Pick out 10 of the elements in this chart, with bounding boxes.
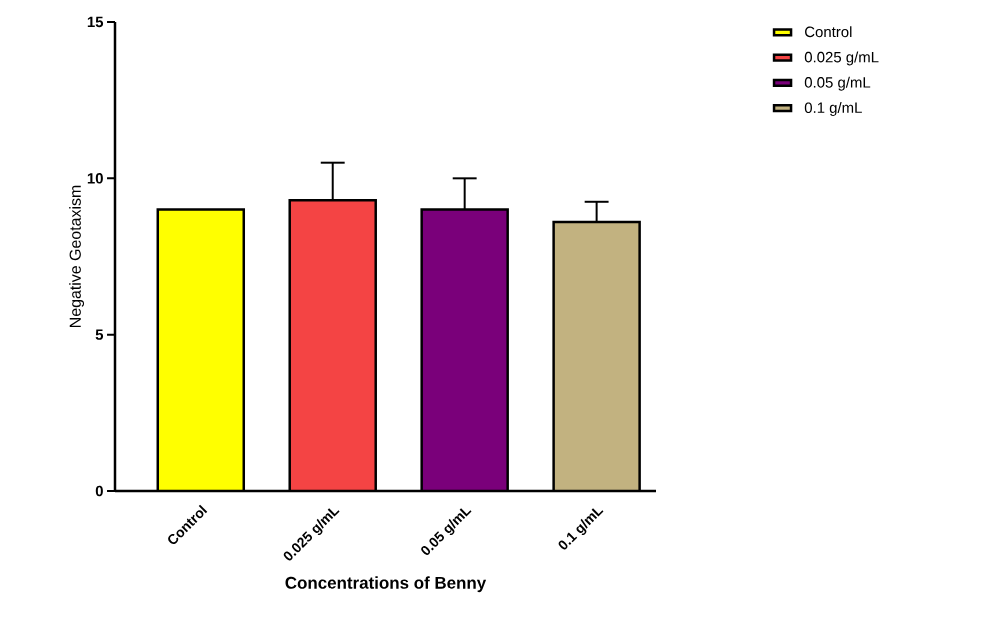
y-tick-label: 5 xyxy=(95,329,104,340)
x-axis-title: Concentrations of Benny xyxy=(285,576,487,593)
y-tick-label: 15 xyxy=(87,16,104,28)
legend-label: 0.025 g/mL xyxy=(804,51,879,66)
legend-label: 0.05 g/mL xyxy=(804,76,871,91)
y-tick-label: 0 xyxy=(95,485,103,497)
y-axis-title: Negative Geotaxism xyxy=(69,185,85,327)
legend-label: Control xyxy=(805,26,852,38)
legend-label: 0.1 g/mL xyxy=(804,102,862,116)
y-tick-label: 10 xyxy=(87,173,103,184)
